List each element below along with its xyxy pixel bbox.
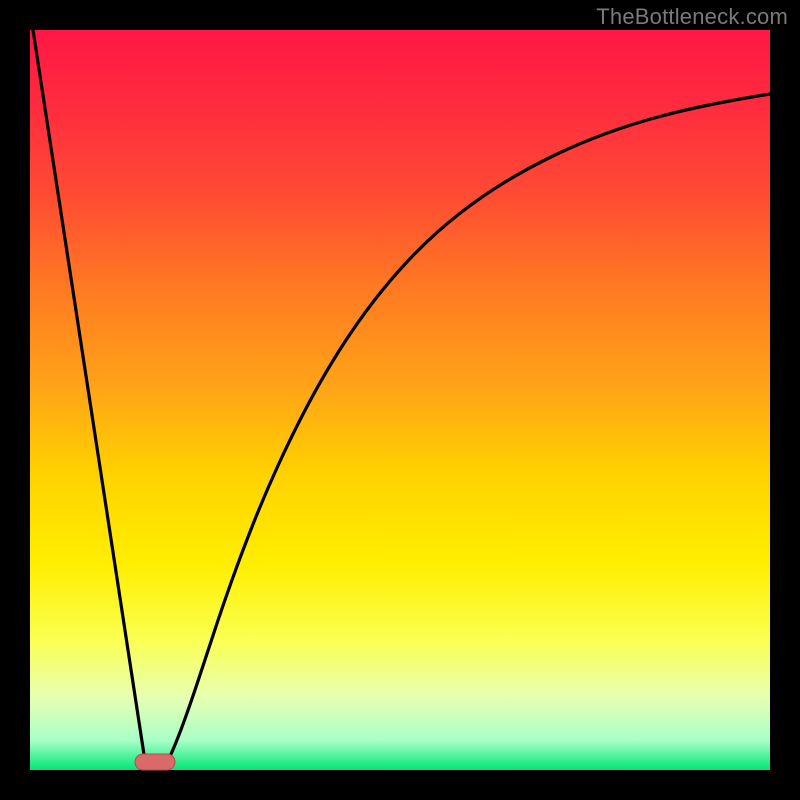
optimum-marker	[135, 754, 175, 770]
watermark-text: TheBottleneck.com	[596, 4, 788, 30]
chart-container: TheBottleneck.com	[0, 0, 800, 800]
gradient-background	[30, 30, 770, 770]
bottleneck-chart	[0, 0, 800, 800]
